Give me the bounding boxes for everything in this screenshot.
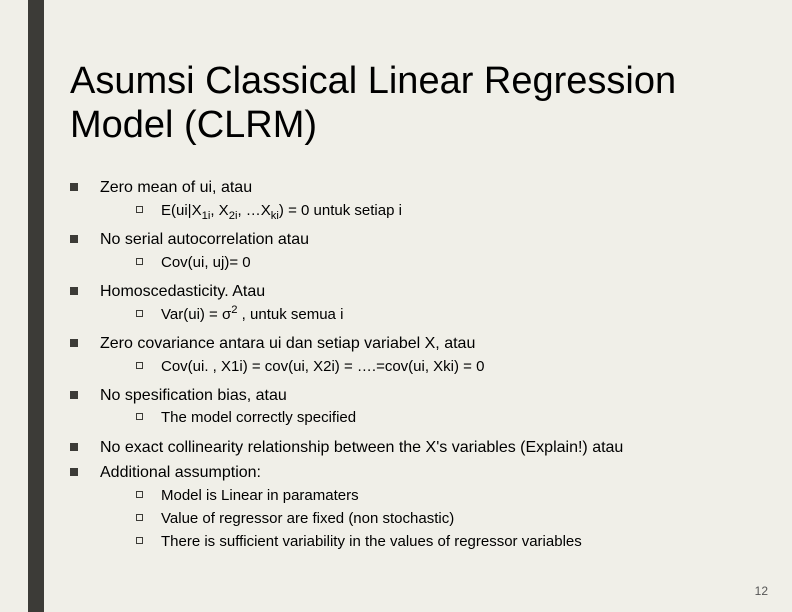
bullet-list: Zero mean of ui, atauE(ui|X1i, X2i, …Xki… — [70, 177, 762, 556]
sub-list-item: The model correctly specified — [100, 408, 762, 428]
sub-list: Cov(ui, uj)= 0 — [100, 253, 762, 273]
sub-list-item: There is sufficient variability in the v… — [100, 532, 762, 552]
sub-list-item: Var(ui) = σ2 , untuk semua i — [100, 305, 762, 325]
sub-list-item-text: Cov(ui, uj)= 0 — [161, 253, 762, 273]
hollow-square-bullet-icon — [136, 310, 143, 317]
square-bullet-icon — [70, 391, 78, 399]
list-item-body: No exact collinearity relationship betwe… — [100, 437, 762, 459]
list-item-body: Homoscedasticity. AtauVar(ui) = σ2 , unt… — [100, 281, 762, 329]
list-item-text: Homoscedasticity. Atau — [100, 281, 762, 303]
hollow-square-bullet-icon — [136, 258, 143, 265]
page-number: 12 — [755, 584, 768, 598]
list-item: Homoscedasticity. AtauVar(ui) = σ2 , unt… — [70, 281, 762, 329]
sub-list-item-text: The model correctly specified — [161, 408, 762, 428]
list-item: Zero mean of ui, atauE(ui|X1i, X2i, …Xki… — [70, 177, 762, 225]
list-item: No spesification bias, atauThe model cor… — [70, 385, 762, 433]
list-item-body: Additional assumption:Model is Linear in… — [100, 462, 762, 556]
sub-list-item: Model is Linear in paramaters — [100, 486, 762, 506]
sub-list-item-text: Cov(ui. , X1i) = cov(ui, X2i) = ….=cov(u… — [161, 357, 762, 377]
sub-list-item-text: Value of regressor are fixed (non stocha… — [161, 509, 762, 529]
list-item-body: No serial autocorrelation atauCov(ui, uj… — [100, 229, 762, 277]
slide: Asumsi Classical Linear Regression Model… — [0, 0, 792, 612]
list-item-text: No spesification bias, atau — [100, 385, 762, 407]
sub-list-item-text: E(ui|X1i, X2i, …Xki) = 0 untuk setiap i — [161, 201, 762, 221]
slide-content: Asumsi Classical Linear Regression Model… — [70, 60, 762, 561]
list-item: Zero covariance antara ui dan setiap var… — [70, 333, 762, 381]
hollow-square-bullet-icon — [136, 537, 143, 544]
list-item: No exact collinearity relationship betwe… — [70, 437, 762, 459]
slide-title: Asumsi Classical Linear Regression Model… — [70, 60, 762, 147]
sub-list: Var(ui) = σ2 , untuk semua i — [100, 305, 762, 325]
list-item: No serial autocorrelation atauCov(ui, uj… — [70, 229, 762, 277]
accent-sidebar — [28, 0, 44, 612]
hollow-square-bullet-icon — [136, 514, 143, 521]
sub-list-item: Cov(ui, uj)= 0 — [100, 253, 762, 273]
list-item-text: Additional assumption: — [100, 462, 762, 484]
hollow-square-bullet-icon — [136, 413, 143, 420]
square-bullet-icon — [70, 339, 78, 347]
list-item-body: No spesification bias, atauThe model cor… — [100, 385, 762, 433]
list-item: Additional assumption:Model is Linear in… — [70, 462, 762, 556]
sub-list-item: Value of regressor are fixed (non stocha… — [100, 509, 762, 529]
sub-list-item-text: Model is Linear in paramaters — [161, 486, 762, 506]
list-item-body: Zero covariance antara ui dan setiap var… — [100, 333, 762, 381]
sub-list: The model correctly specified — [100, 408, 762, 428]
sub-list: Cov(ui. , X1i) = cov(ui, X2i) = ….=cov(u… — [100, 357, 762, 377]
sub-list: E(ui|X1i, X2i, …Xki) = 0 untuk setiap i — [100, 201, 762, 221]
square-bullet-icon — [70, 183, 78, 191]
hollow-square-bullet-icon — [136, 206, 143, 213]
square-bullet-icon — [70, 287, 78, 295]
list-item-text: No exact collinearity relationship betwe… — [100, 437, 762, 459]
square-bullet-icon — [70, 235, 78, 243]
sub-list-item: Cov(ui. , X1i) = cov(ui, X2i) = ….=cov(u… — [100, 357, 762, 377]
hollow-square-bullet-icon — [136, 491, 143, 498]
sub-list-item: E(ui|X1i, X2i, …Xki) = 0 untuk setiap i — [100, 201, 762, 221]
list-item-text: No serial autocorrelation atau — [100, 229, 762, 251]
square-bullet-icon — [70, 443, 78, 451]
hollow-square-bullet-icon — [136, 362, 143, 369]
list-item-text: Zero covariance antara ui dan setiap var… — [100, 333, 762, 355]
sub-list: Model is Linear in paramaters Value of re… — [100, 486, 762, 553]
sub-list-item-text: There is sufficient variability in the v… — [161, 532, 762, 552]
sub-list-item-text: Var(ui) = σ2 , untuk semua i — [161, 305, 762, 325]
square-bullet-icon — [70, 468, 78, 476]
list-item-text: Zero mean of ui, atau — [100, 177, 762, 199]
list-item-body: Zero mean of ui, atauE(ui|X1i, X2i, …Xki… — [100, 177, 762, 225]
